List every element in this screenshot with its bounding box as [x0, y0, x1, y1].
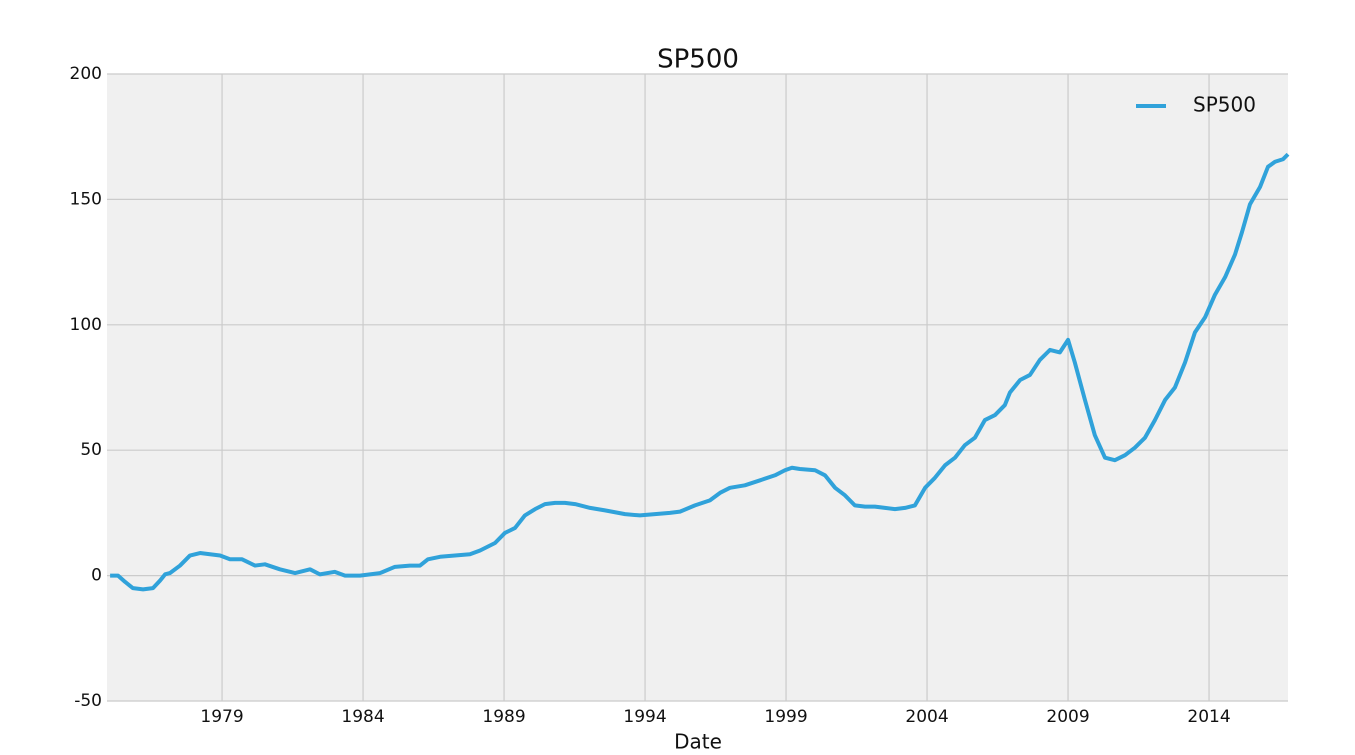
legend-label: SP500: [1193, 93, 1256, 117]
y-tick-label: -50: [74, 691, 102, 711]
x-tick-label: 2004: [905, 707, 948, 727]
y-tick-label: 100: [70, 315, 102, 335]
x-tick-label: 1989: [482, 707, 525, 727]
x-tick-label: 1984: [341, 707, 384, 727]
series-line: [110, 152, 1290, 592]
y-tick-label: 50: [80, 440, 102, 460]
x-tick-label: 2014: [1187, 707, 1230, 727]
plot-area: [107, 74, 1288, 701]
chart-title: SP500: [657, 45, 739, 75]
x-axis-label: Date: [674, 730, 722, 754]
x-tick-label: 1994: [623, 707, 666, 727]
x-tick-label: 1999: [764, 707, 807, 727]
x-tick-label: 2009: [1046, 707, 1089, 727]
x-tick-label: 1979: [200, 707, 243, 727]
y-tick-label: 0: [91, 566, 102, 586]
y-tick-label: 150: [70, 189, 102, 209]
y-tick-label: 200: [70, 64, 102, 84]
